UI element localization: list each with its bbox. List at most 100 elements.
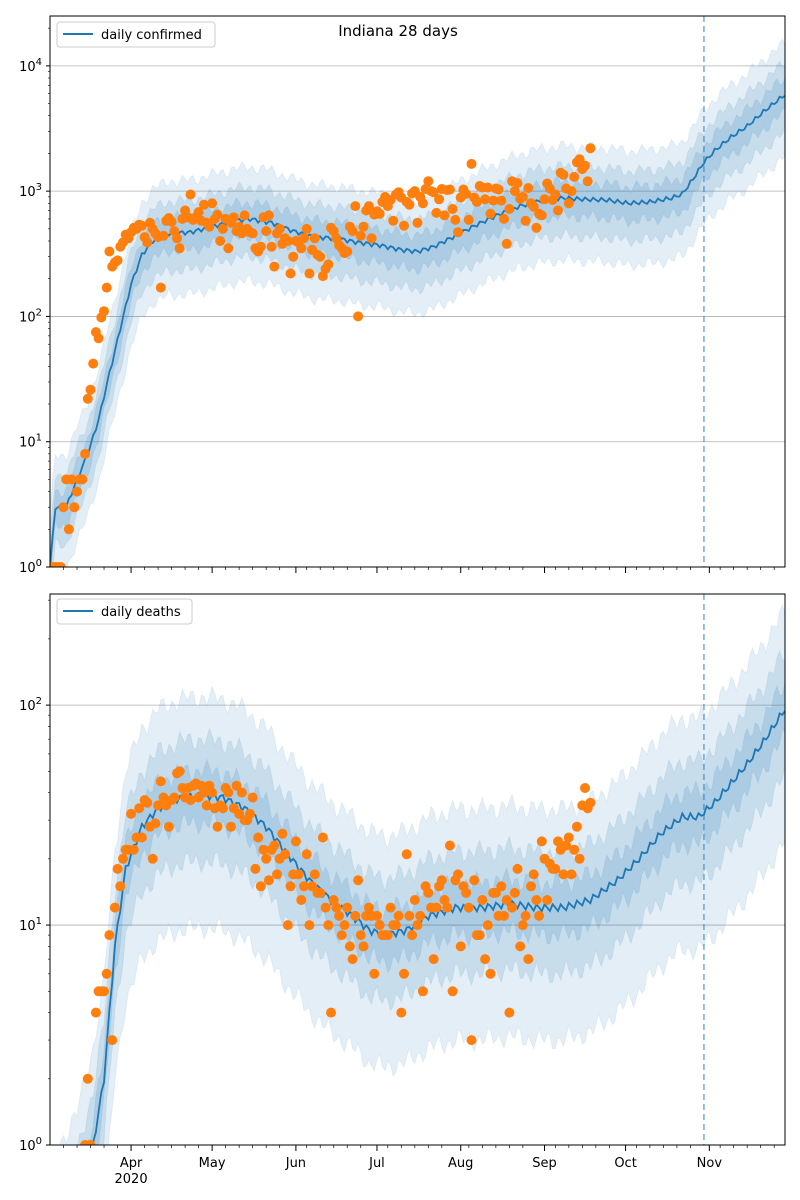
observed-point: [477, 895, 488, 905]
observed-point: [69, 502, 80, 513]
observed-point: [55, 562, 66, 567]
observed-point: [358, 221, 369, 232]
observed-point: [247, 228, 258, 239]
observed-point: [82, 393, 93, 404]
y-tick-label: 104: [19, 57, 42, 75]
observed-point: [288, 251, 299, 262]
observed-point: [344, 941, 355, 952]
x-tick-year-label: 2020: [115, 1172, 148, 1187]
observed-point: [563, 198, 574, 209]
observed-point: [520, 910, 531, 921]
observed-point: [299, 233, 309, 244]
observed-point: [466, 158, 477, 169]
observed-point: [482, 182, 493, 193]
observed-point: [553, 205, 563, 216]
observed-point: [239, 210, 250, 221]
observed-point: [528, 869, 539, 880]
observed-point: [80, 448, 91, 459]
observed-point: [269, 261, 280, 272]
observed-point: [366, 233, 377, 244]
observed-point: [217, 803, 228, 814]
observed-point: [115, 881, 126, 892]
observed-point: [444, 840, 455, 851]
observed-point: [399, 220, 409, 231]
observed-point: [334, 910, 345, 921]
observed-point: [109, 902, 120, 913]
observed-point: [550, 189, 561, 200]
observed-point: [415, 910, 426, 921]
observed-point: [569, 171, 580, 182]
observed-point: [407, 930, 418, 941]
observed-point: [566, 186, 577, 197]
observed-point: [223, 243, 234, 254]
y-tick-label: 102: [19, 696, 42, 714]
observed-point: [339, 920, 350, 931]
figure-title: Indiana 28 days: [338, 22, 458, 40]
observed-point: [428, 187, 439, 198]
observed-point: [158, 792, 169, 803]
observed-point: [431, 207, 442, 218]
observed-point: [423, 176, 434, 187]
observed-point: [490, 887, 501, 898]
confirmed-points: [50, 143, 596, 567]
observed-point: [461, 188, 472, 199]
observed-point: [169, 792, 180, 803]
observed-point: [355, 930, 366, 941]
observed-point: [99, 986, 109, 997]
observed-point: [296, 243, 307, 254]
y-tick-label: 101: [19, 433, 42, 451]
observed-point: [299, 881, 309, 892]
observed-point: [323, 259, 334, 270]
deaths-legend: daily deaths: [56, 598, 193, 625]
observed-point: [453, 227, 463, 238]
y-tick-label: 102: [19, 307, 42, 325]
observed-point: [447, 204, 458, 214]
observed-point: [539, 194, 550, 205]
observed-point: [263, 875, 274, 886]
observed-point: [336, 930, 347, 941]
observed-point: [118, 853, 128, 864]
confirmed-y-axis: 100 101 102 103 104: [19, 27, 50, 576]
observed-point: [466, 1035, 477, 1046]
observed-point: [439, 895, 450, 905]
observed-point: [493, 184, 504, 195]
confirmed-axes-frame: [49, 15, 786, 568]
observed-point: [155, 776, 166, 787]
observed-point: [585, 143, 596, 154]
observed-point: [504, 204, 515, 214]
confirmed-x-ticks: [63, 567, 775, 573]
observed-point: [558, 869, 569, 880]
observed-point: [515, 941, 526, 952]
observed-point: [471, 196, 482, 207]
observed-point: [450, 214, 461, 225]
observed-point: [142, 797, 153, 808]
observed-point: [571, 821, 582, 832]
observed-point: [469, 875, 480, 886]
observed-point: [212, 209, 223, 220]
observed-point: [431, 902, 442, 913]
confirmed-legend-label: daily confirmed: [101, 28, 202, 43]
observed-point: [372, 910, 382, 921]
observed-point: [215, 236, 226, 246]
observed-point: [293, 869, 304, 880]
observed-point: [274, 223, 285, 234]
observed-point: [390, 920, 401, 931]
observed-point: [266, 241, 277, 252]
observed-point: [363, 902, 374, 913]
observed-point: [163, 821, 174, 832]
observed-point: [385, 902, 396, 913]
observed-point: [480, 194, 491, 205]
observed-point: [444, 184, 455, 195]
observed-point: [72, 486, 82, 497]
observed-point: [309, 869, 320, 880]
observed-point: [374, 920, 385, 931]
observed-point: [439, 210, 450, 221]
x-tick-label: Sep: [532, 1156, 557, 1171]
observed-point: [574, 853, 585, 864]
observed-point: [442, 902, 453, 913]
observed-point: [393, 910, 404, 921]
observed-point: [580, 160, 590, 171]
uncertainty-band: [50, 60, 785, 567]
